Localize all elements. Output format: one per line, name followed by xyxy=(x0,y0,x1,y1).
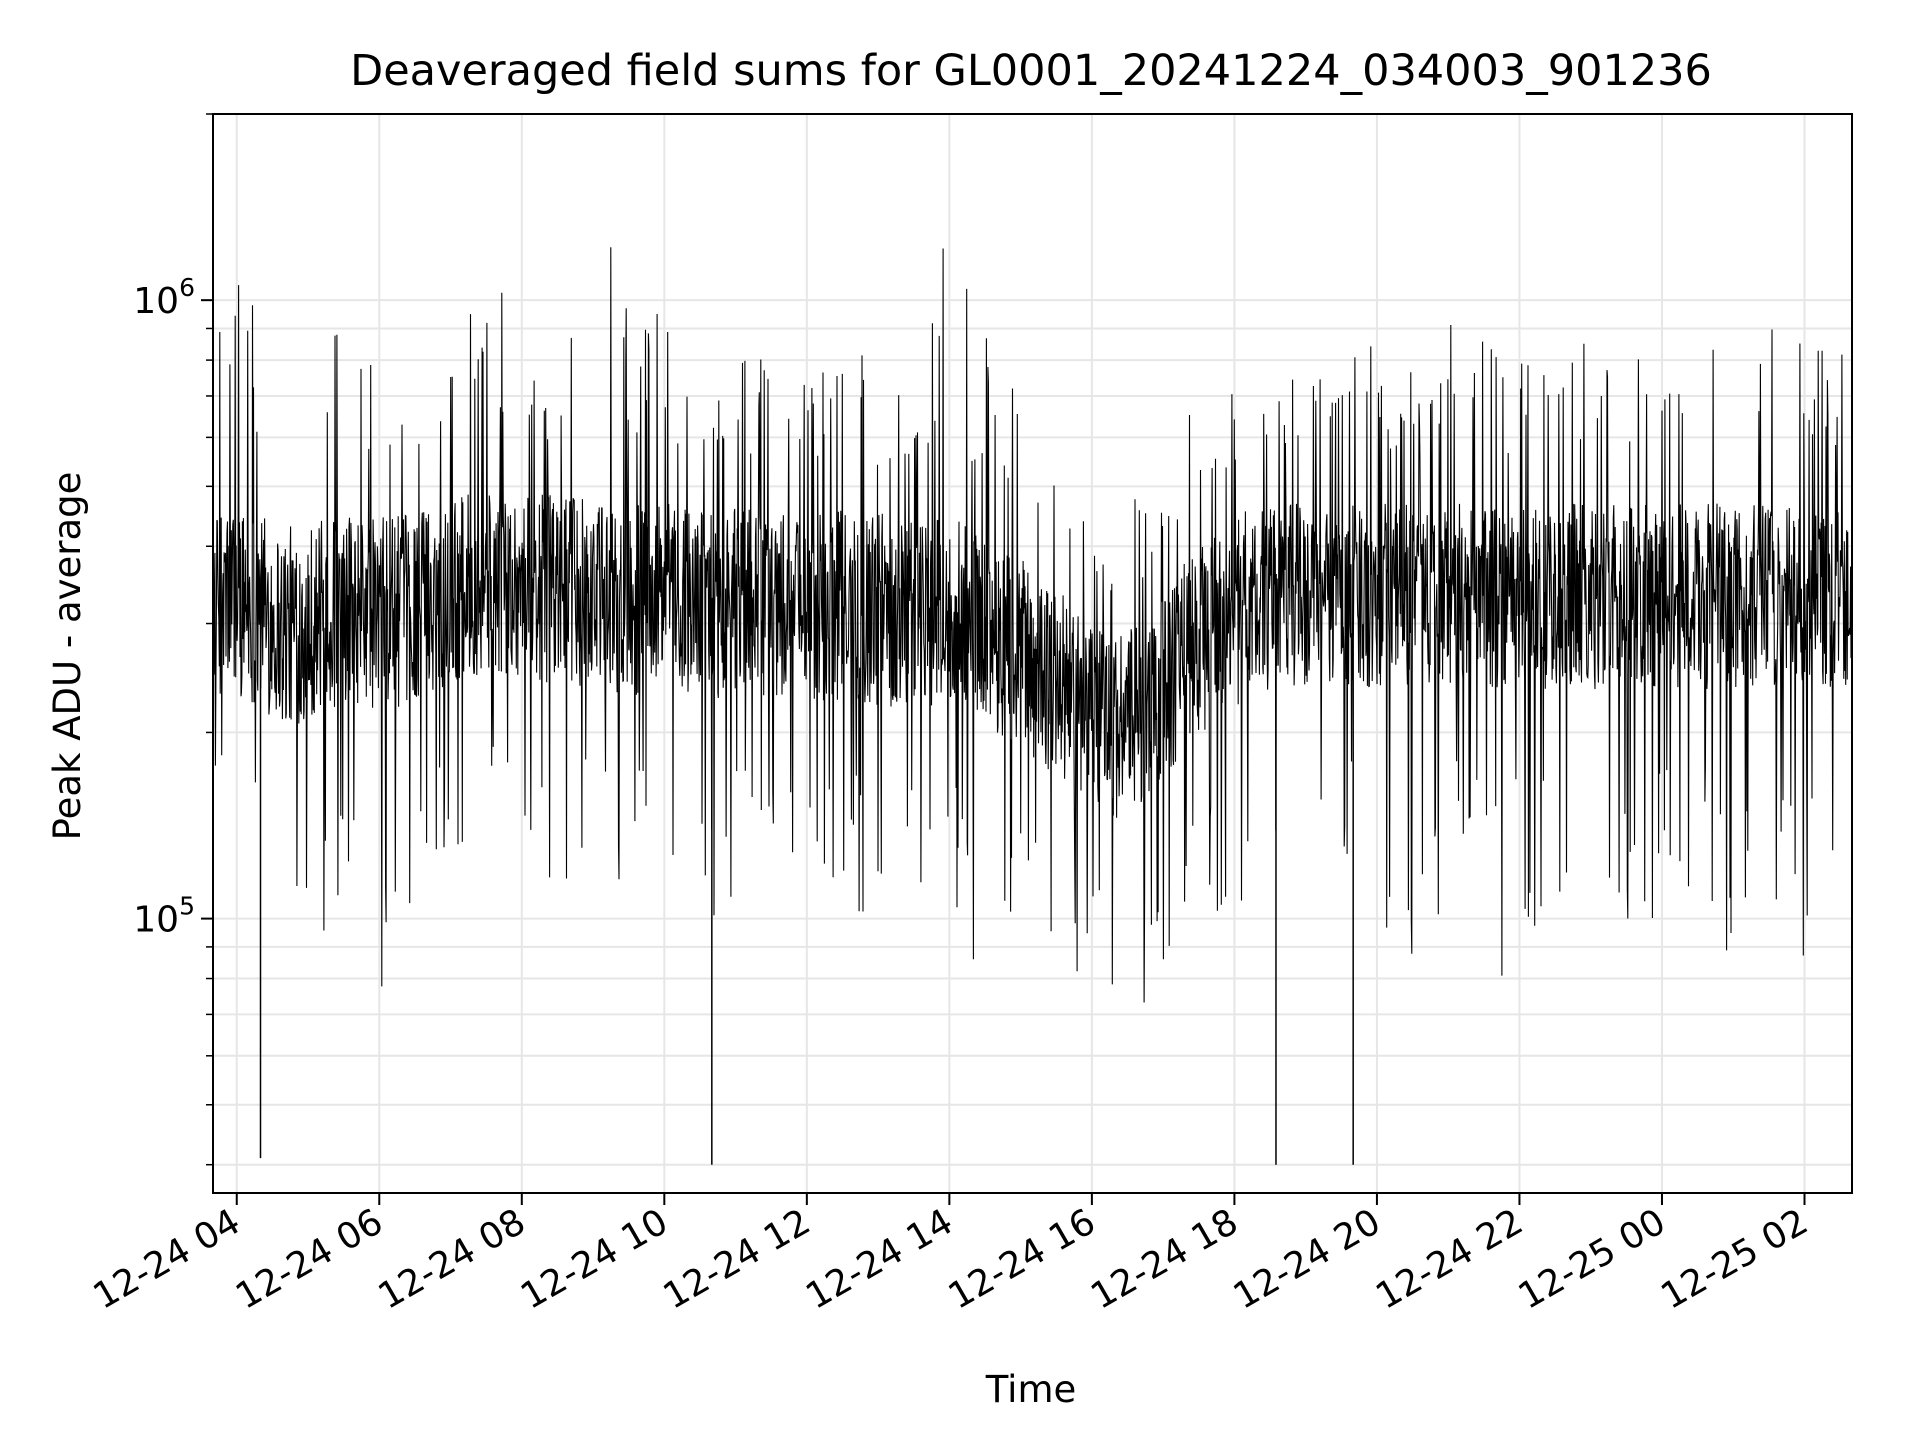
y-tick-label-base: 10 xyxy=(133,281,179,322)
series-line xyxy=(212,247,1853,1003)
chart-title: Deaveraged field sums for GL0001_2024122… xyxy=(350,46,1712,96)
y-tick-label: 106 xyxy=(133,273,195,322)
plot-frame xyxy=(212,113,1853,1194)
y-tick-label: 105 xyxy=(133,892,195,941)
series-trace xyxy=(212,247,1853,1165)
y-tick-label-exponent: 5 xyxy=(179,892,195,921)
y-tick-label-base: 10 xyxy=(133,900,179,941)
x-axis-label: Time xyxy=(985,1368,1077,1411)
y-axis-label: Peak ADU - average xyxy=(46,472,89,841)
y-tick-label-exponent: 6 xyxy=(179,273,195,302)
